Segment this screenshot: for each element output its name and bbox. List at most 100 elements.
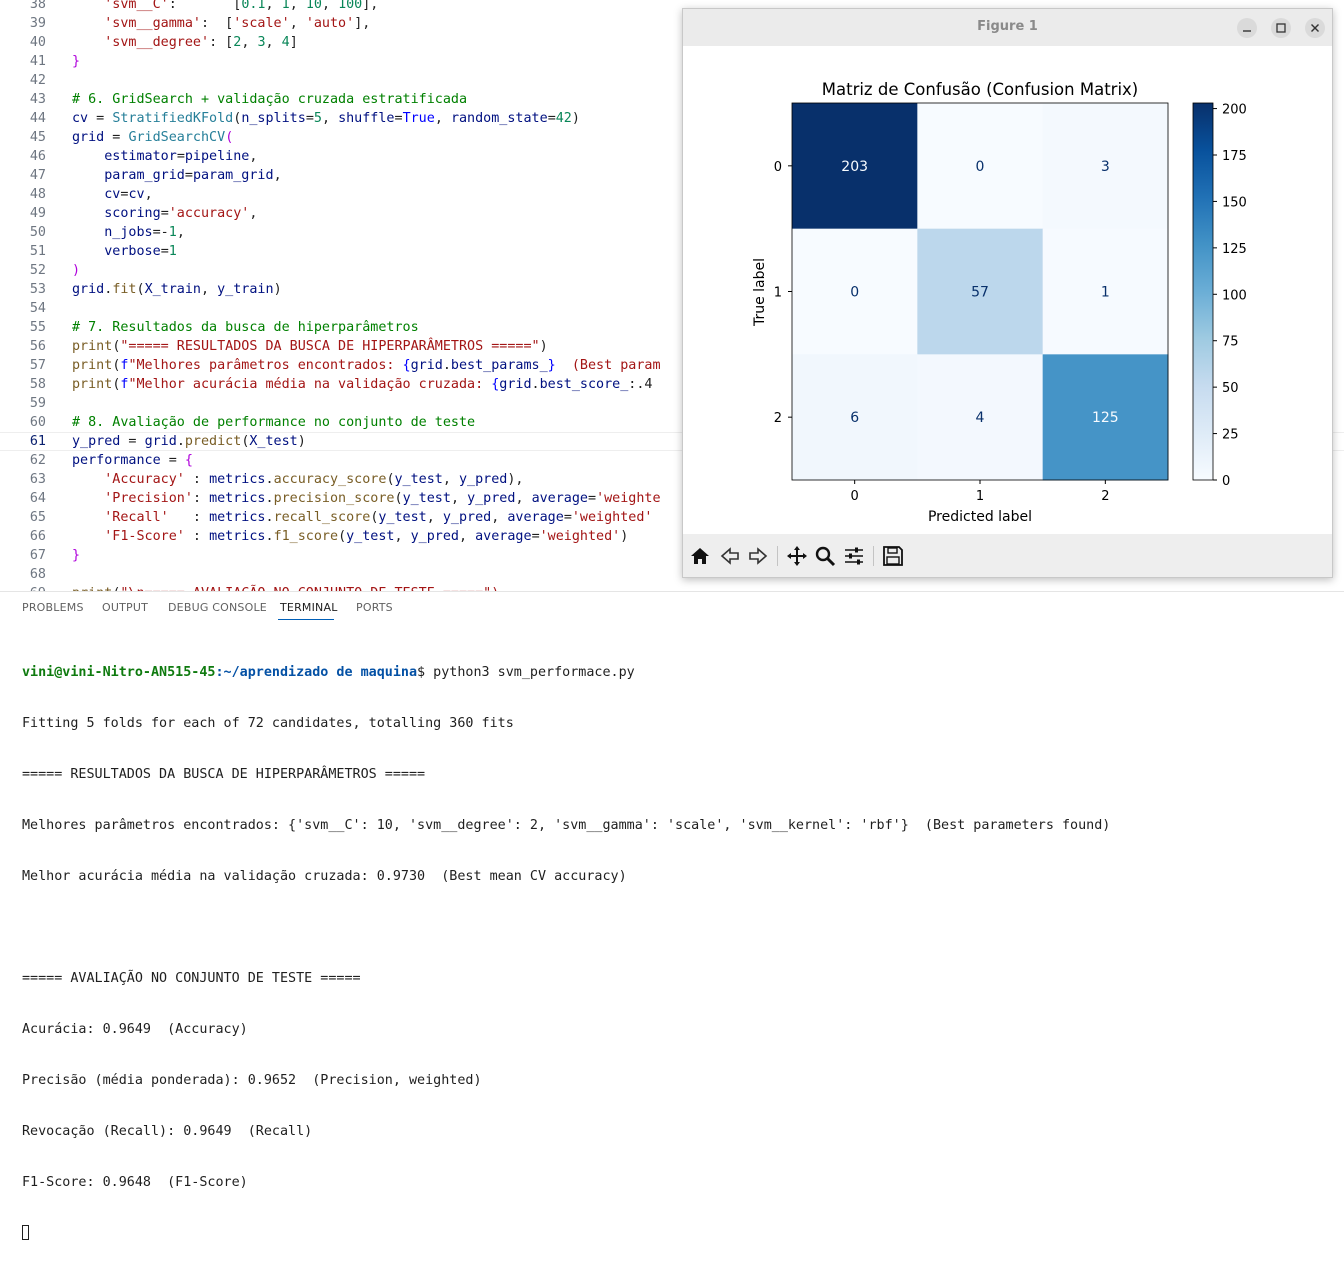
- close-icon: [1311, 24, 1319, 32]
- code-line[interactable]: 56 print("===== RESULTADOS DA BUSCA DE HI…: [0, 337, 1344, 356]
- line-number: 59: [29, 396, 46, 411]
- code-line[interactable]: 41}: [0, 52, 1344, 71]
- colorbar-tick-label: 100: [1222, 288, 1247, 303]
- cell-value-label: 3: [1101, 159, 1110, 175]
- colorbar-tick-label: 0: [1222, 474, 1230, 489]
- terminal[interactable]: vini@vini-Nitro-AN515-45:~/aprendizado d…: [22, 630, 1332, 1276]
- code-line[interactable]: 69 print("\n===== AVALIAÇÃO NO CONJUNTO D…: [0, 584, 1344, 591]
- tab-ports[interactable]: PORTS: [356, 601, 393, 614]
- prompt-separator: :: [215, 665, 224, 680]
- code-text: 'svm__degree': [2, 3, 4]: [104, 35, 298, 50]
- matrix-cell: [792, 103, 918, 230]
- terminal-output-line: ===== RESULTADOS DA BUSCA DE HIPERPARÂME…: [22, 767, 426, 782]
- code-line[interactable]: 52): [0, 261, 1344, 280]
- line-number: 39: [29, 16, 46, 31]
- code-line[interactable]: 49 scoring='accuracy',: [0, 204, 1344, 223]
- code-line[interactable]: 46 estimator=pipeline,: [0, 147, 1344, 166]
- code-line[interactable]: 45 grid = GridSearchCV(: [0, 128, 1344, 147]
- y-tick-label: 0: [774, 160, 782, 175]
- code-line[interactable]: 38 'svm__C': [0.1, 1, 10, 100],: [0, 0, 1344, 14]
- figure-canvas[interactable]: Matriz de Confusão (Confusion Matrix) 20…: [683, 46, 1332, 534]
- maximize-button[interactable]: [1271, 18, 1291, 38]
- code-text: ): [72, 263, 81, 278]
- close-button[interactable]: [1305, 18, 1325, 38]
- code-line[interactable]: 39 'svm__gamma': ['scale', 'auto'],: [0, 14, 1344, 33]
- line-number: 53: [29, 282, 46, 297]
- code-line[interactable]: 44 cv = StratifiedKFold(n_splits=5, shuff…: [0, 109, 1344, 128]
- panel-divider[interactable]: [0, 591, 1344, 592]
- confusion-matrix-chart: Matriz de Confusão (Confusion Matrix) 20…: [752, 80, 1247, 525]
- code-line[interactable]: 59: [0, 394, 1344, 413]
- code-text: param_grid=param_grid,: [104, 168, 282, 183]
- code-text: 'svm__C': [0.1, 1, 10, 100],: [104, 0, 379, 12]
- cell-value-label: 1: [1101, 285, 1110, 301]
- line-number: 45: [29, 130, 46, 145]
- figure-titlebar[interactable]: Figure 1: [683, 9, 1332, 46]
- zoom-magnifier-icon[interactable]: [814, 545, 836, 567]
- code-text: 'F1-Score' : metrics.f1_score(y_test, y_…: [104, 529, 629, 544]
- code-line[interactable]: 66 'F1-Score' : metrics.f1_score(y_test,…: [0, 527, 1344, 546]
- active-tab-indicator: [278, 619, 334, 620]
- save-floppy-icon[interactable]: [882, 545, 904, 567]
- code-line[interactable]: 54: [0, 299, 1344, 318]
- figure-title: Figure 1: [977, 19, 1038, 34]
- code-line[interactable]: 58 print(f"Melhor acurácia média na valid…: [0, 375, 1344, 394]
- cell-value-label: 6: [850, 410, 859, 426]
- tab-problems[interactable]: PROBLEMS: [22, 601, 84, 614]
- line-number: 62: [29, 453, 46, 468]
- configure-subplots-icon[interactable]: [843, 545, 865, 567]
- code-line[interactable]: 48 cv=cv,: [0, 185, 1344, 204]
- code-line[interactable]: 50 n_jobs=-1,: [0, 223, 1344, 242]
- code-line[interactable]: 47 param_grid=param_grid,: [0, 166, 1344, 185]
- code-line[interactable]: 67}: [0, 546, 1344, 565]
- figure-window[interactable]: Figure 1 Matriz de Confusão (Confusion M…: [682, 8, 1333, 578]
- code-line[interactable]: 43 # 6. GridSearch + validação cruzada es…: [0, 90, 1344, 109]
- terminal-output-line: [22, 919, 1332, 936]
- code-text: print("\n===== AVALIAÇÃO NO CONJUNTO DE …: [72, 584, 499, 591]
- code-line[interactable]: 53 grid.fit(X_train, y_train): [0, 280, 1344, 299]
- colorbar: [1192, 102, 1214, 481]
- minimize-icon: [1243, 30, 1251, 32]
- code-text: # 8. Avaliação de performance no conjunt…: [72, 415, 476, 430]
- tab-debug-console[interactable]: DEBUG CONSOLE: [168, 601, 267, 614]
- cell-value-label: 203: [841, 159, 868, 175]
- line-number: 41: [29, 54, 46, 69]
- tab-output[interactable]: OUTPUT: [102, 601, 149, 614]
- code-line[interactable]: 60 # 8. Avaliação de performance no conju…: [0, 413, 1344, 432]
- pan-move-icon[interactable]: [786, 545, 808, 567]
- code-line[interactable]: 51 verbose=1: [0, 242, 1344, 261]
- line-number: 52: [29, 263, 46, 278]
- prompt-user: vini@vini-Nitro-AN515-45: [22, 665, 216, 680]
- bottom-panel: PROBLEMS OUTPUT DEBUG CONSOLE TERMINAL P…: [0, 592, 1344, 1240]
- code-line[interactable]: 57 print(f"Melhores parâmetros encontrado…: [0, 356, 1344, 375]
- line-number: 44: [29, 111, 46, 126]
- matrix-cell: [792, 354, 918, 481]
- code-line[interactable]: 55 # 7. Resultados da busca de hiperparâm…: [0, 318, 1344, 337]
- forward-arrow-icon[interactable]: [747, 545, 769, 567]
- line-number: 60: [29, 415, 46, 430]
- code-line[interactable]: 40 'svm__degree': [2, 3, 4]: [0, 33, 1344, 52]
- minimize-button[interactable]: [1237, 18, 1257, 38]
- tab-terminal[interactable]: TERMINAL: [280, 601, 338, 614]
- home-icon[interactable]: [689, 545, 711, 567]
- code-line[interactable]: 68: [0, 565, 1344, 584]
- code-line[interactable]: 65 'Recall' : metrics.recall_score(y_tes…: [0, 508, 1344, 527]
- code-text: y_pred = grid.predict(X_test): [72, 434, 306, 449]
- code-line[interactable]: 61 y_pred = grid.predict(X_test): [0, 432, 1344, 451]
- code-line[interactable]: 62 performance = {: [0, 451, 1344, 470]
- matrix-cell: [1042, 228, 1169, 355]
- code-text: print("===== RESULTADOS DA BUSCA DE HIPE…: [72, 339, 548, 354]
- code-text: }: [72, 54, 81, 69]
- code-line[interactable]: 64 'Precision': metrics.precision_score(…: [0, 489, 1344, 508]
- panel-tabs: PROBLEMS OUTPUT DEBUG CONSOLE TERMINAL P…: [0, 592, 1344, 622]
- colorbar-tick-label: 25: [1222, 428, 1239, 443]
- back-arrow-icon[interactable]: [719, 545, 741, 567]
- toolbar-separator: [777, 546, 778, 566]
- line-number: 54: [29, 301, 46, 316]
- line-number: 69: [0, 584, 46, 591]
- terminal-output-line: Fitting 5 folds for each of 72 candidate…: [22, 716, 514, 731]
- terminal-cursor: [22, 1225, 29, 1240]
- code-line[interactable]: 42: [0, 71, 1344, 90]
- code-line[interactable]: 63 'Accuracy' : metrics.accuracy_score(y…: [0, 470, 1344, 489]
- code-text: }: [72, 548, 81, 563]
